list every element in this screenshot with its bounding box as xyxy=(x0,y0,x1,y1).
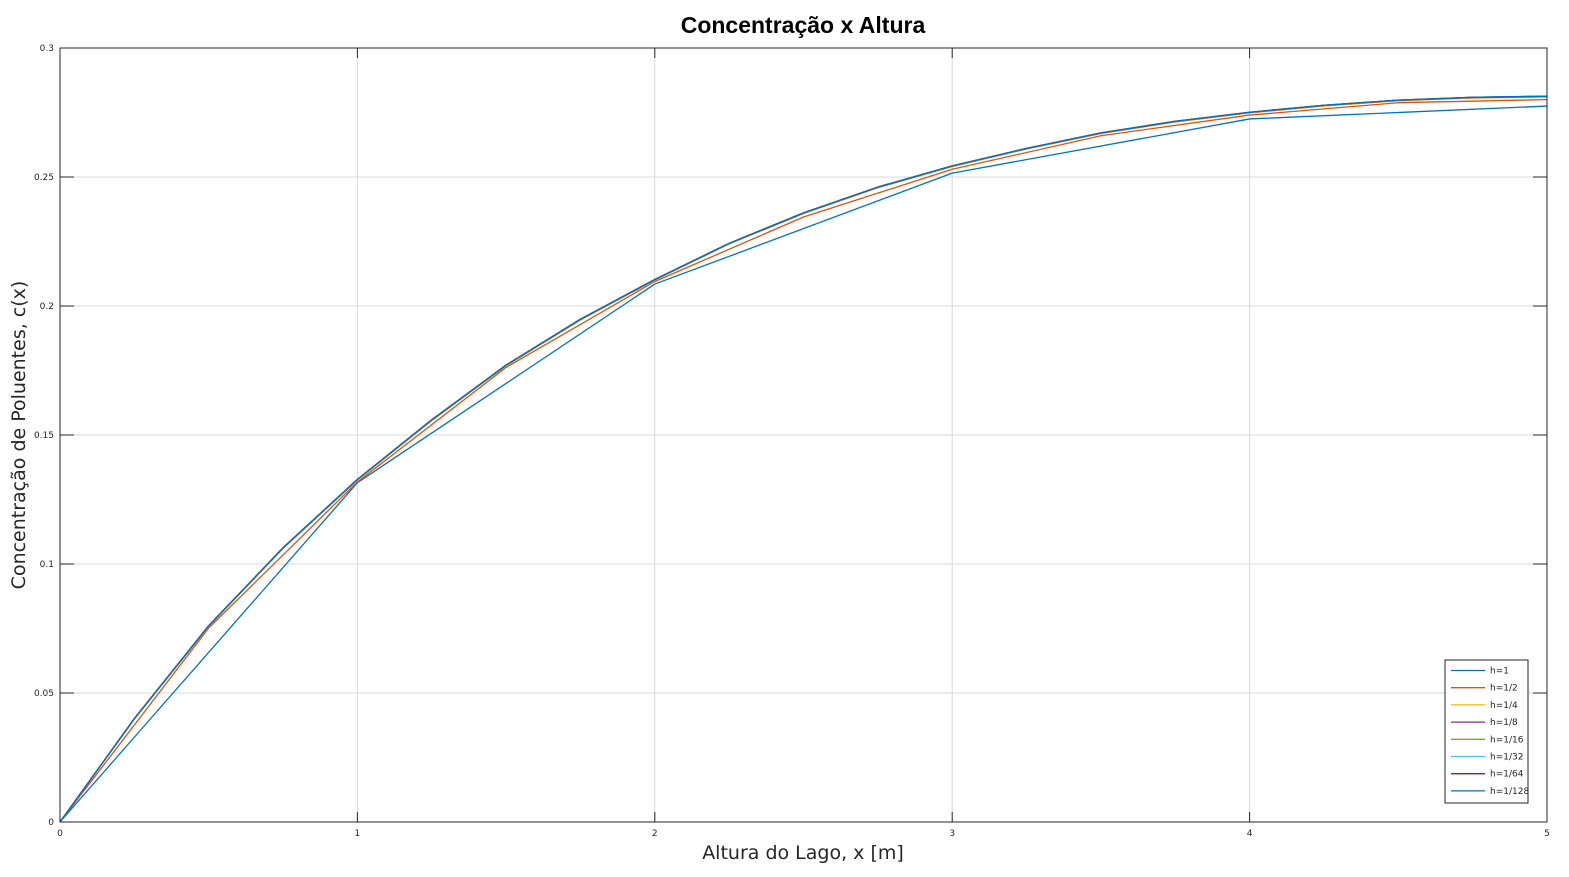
series-line-2 xyxy=(59,98,1548,823)
y-tick-label: 0.25 xyxy=(34,173,54,183)
y-tick-label: 0.15 xyxy=(34,431,54,441)
chart-title: Concentração x Altura xyxy=(681,12,926,38)
y-axis-label: Concentração de Poluentes, c(x) xyxy=(8,281,30,590)
x-tick-label: 1 xyxy=(355,829,361,839)
x-tick-label: 2 xyxy=(652,829,658,839)
y-tick-label: 0.05 xyxy=(34,689,54,699)
x-tick-label: 3 xyxy=(949,829,955,839)
y-tick-label: 0.3 xyxy=(40,44,54,54)
y-tick-label: 0.1 xyxy=(40,560,54,570)
legend-label: h=1/16 xyxy=(1490,735,1524,745)
legend-label: h=1/32 xyxy=(1490,753,1523,763)
legend-box xyxy=(1444,659,1529,804)
legend-label: h=1/8 xyxy=(1490,718,1518,728)
x-axis-label: Altura do Lago, x [m] xyxy=(702,842,904,864)
legend-label: h=1/2 xyxy=(1490,684,1518,694)
y-tick-label: 0.2 xyxy=(40,302,54,312)
legend-label: h=1/128 xyxy=(1490,787,1529,797)
ticks: 0 1 2 3 4 5 0 0.05 0.1 0.15 0.2 0.25 0.3 xyxy=(34,44,1550,839)
x-tick-label: 5 xyxy=(1544,829,1550,839)
legend-label: h=1/4 xyxy=(1490,701,1518,711)
legend-label: h=1/64 xyxy=(1490,770,1524,780)
x-tick-label: 0 xyxy=(57,829,63,839)
legend-label: h=1 xyxy=(1490,667,1509,677)
y-tick-label: 0 xyxy=(48,818,54,828)
series-line-1 xyxy=(59,105,1548,823)
series-group xyxy=(59,95,1548,823)
series-line-8 xyxy=(59,95,1548,823)
legend: h=1 h=1/2 h=1/4 h=1/8 h=1/16 h=1/32 h=1/64 h=1/… xyxy=(1444,659,1529,804)
x-tick-label: 4 xyxy=(1247,829,1253,839)
